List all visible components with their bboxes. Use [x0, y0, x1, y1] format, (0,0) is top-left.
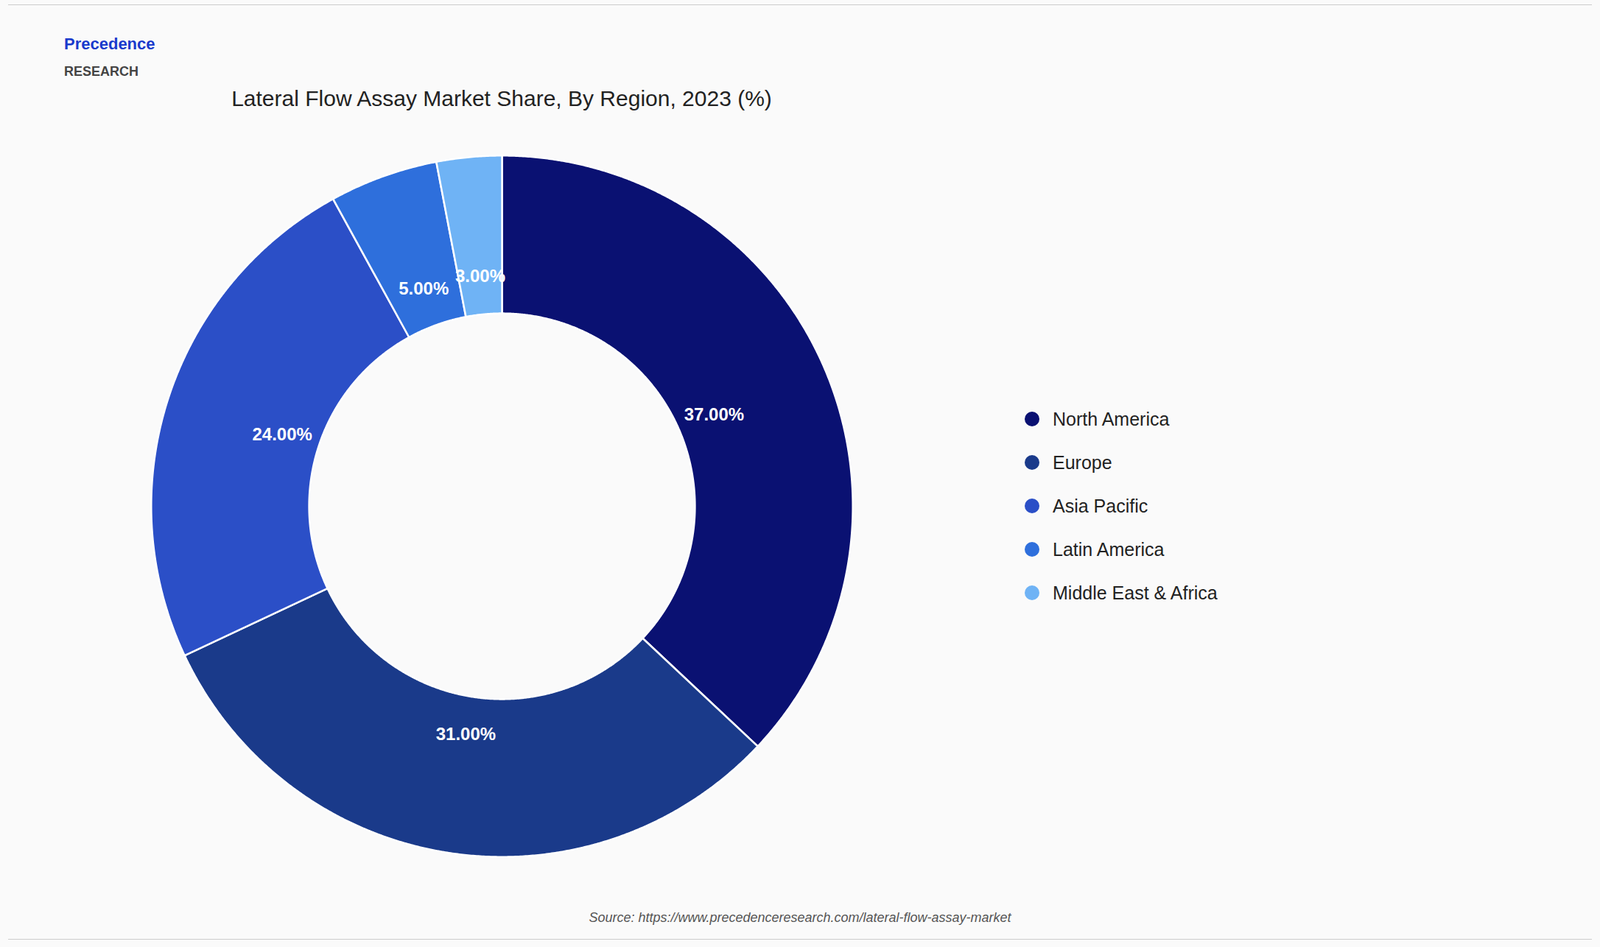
- html-text:Lateral Flow Assay Market Shar: Lateral Flow Assay Market Share, By Regi…: [231, 86, 772, 111]
- html-text:Latin America: Latin America: [1052, 538, 1165, 560]
- html-text:Europe: Europe: [1052, 451, 1113, 473]
- html-text:RESEARCH: RESEARCH: [64, 64, 139, 79]
- svg-text:37.00%: 37.00%: [684, 404, 745, 425]
- html-text:North America: North America: [1052, 408, 1170, 430]
- svg-text:24.00%: 24.00%: [251, 424, 312, 445]
- html-text:Precedence: Precedence: [64, 34, 156, 54]
- html-text:Asia Pacific: Asia Pacific: [1052, 495, 1148, 517]
- html-text:Middle East & Africa: Middle East & Africa: [1052, 582, 1218, 603]
- svg-text:5.00%: 5.00%: [398, 278, 449, 299]
- html-text:Source: https://www.precedence: Source: https://www.precedenceresearch.c…: [588, 910, 1012, 926]
- svg-text:3.00%: 3.00%: [455, 265, 506, 286]
- svg-text:31.00%: 31.00%: [436, 724, 496, 745]
